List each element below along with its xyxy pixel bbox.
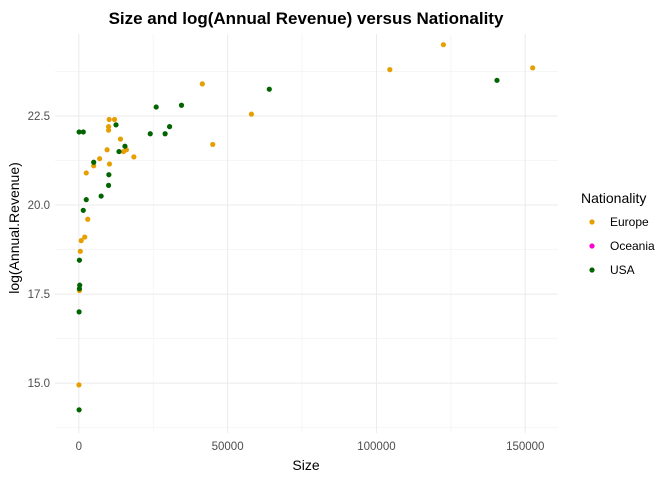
point-usa: [80, 129, 86, 135]
point-europe: [82, 234, 88, 240]
legend-label-oceania: Oceania: [610, 239, 655, 253]
point-europe: [111, 116, 118, 123]
chart-title: Size and log(Annual Revenue) versus Nati…: [109, 9, 504, 28]
legend-title: Nationality: [581, 190, 646, 206]
x-axis-title: Size: [292, 457, 319, 473]
point-europe: [210, 141, 216, 148]
point-europe: [248, 111, 255, 117]
point-europe: [105, 127, 112, 133]
point-usa: [266, 86, 272, 92]
legend-key-oceania: [589, 243, 595, 249]
point-usa: [76, 257, 83, 263]
y-axis-title: log(Annual.Revenue): [6, 162, 22, 294]
y-tick-label: 22.5: [28, 111, 50, 123]
x-tick-label: 150000: [506, 441, 544, 453]
point-usa: [113, 122, 119, 128]
y-tick-label: 17.5: [28, 289, 50, 301]
grid: [55, 34, 558, 433]
point-usa: [153, 104, 159, 110]
y-axis-ticks: 15.0 17.5 20.0 22.5: [28, 111, 50, 390]
point-usa: [76, 407, 82, 413]
point-usa: [77, 282, 83, 288]
point-europe: [440, 42, 447, 48]
point-usa: [122, 143, 128, 149]
point-europe: [83, 170, 89, 176]
point-usa: [166, 124, 173, 130]
legend-label-usa: USA: [610, 263, 635, 277]
point-usa: [105, 182, 112, 189]
data-points: [76, 42, 536, 413]
point-europe: [199, 81, 205, 87]
point-usa: [76, 309, 82, 315]
x-axis-ticks: 0 50000 100000 150000: [76, 441, 545, 453]
point-usa: [494, 77, 500, 83]
legend-items: Europe Oceania USA: [589, 215, 655, 277]
point-usa: [83, 197, 89, 203]
point-europe: [77, 248, 83, 254]
point-usa: [106, 172, 112, 178]
point-usa: [98, 193, 104, 199]
point-europe: [76, 382, 82, 388]
point-europe: [387, 67, 393, 73]
point-usa: [178, 102, 185, 108]
point-usa: [162, 131, 168, 137]
x-tick-label: 100000: [357, 441, 395, 453]
point-usa: [80, 207, 86, 213]
x-tick-label: 50000: [212, 441, 244, 453]
y-tick-label: 20.0: [28, 200, 50, 212]
point-europe: [85, 216, 91, 222]
point-europe: [104, 147, 110, 153]
legend-key-europe: [589, 219, 595, 225]
point-usa: [91, 159, 97, 165]
point-europe: [78, 238, 84, 244]
point-europe: [530, 65, 536, 71]
legend: Nationality Europe Oceania USA: [581, 190, 655, 277]
x-tick-label: 0: [76, 441, 82, 453]
point-europe: [131, 154, 137, 160]
legend-key-usa: [589, 267, 595, 273]
y-tick-label: 15.0: [28, 378, 50, 390]
point-usa: [147, 131, 153, 137]
point-europe: [97, 156, 103, 162]
point-usa: [76, 129, 82, 135]
point-europe: [91, 163, 97, 169]
point-usa: [116, 148, 122, 155]
point-europe: [106, 161, 113, 167]
point-europe: [117, 136, 124, 142]
point-europe: [106, 116, 112, 123]
legend-label-europe: Europe: [610, 215, 649, 229]
point-europe: [105, 124, 112, 130]
